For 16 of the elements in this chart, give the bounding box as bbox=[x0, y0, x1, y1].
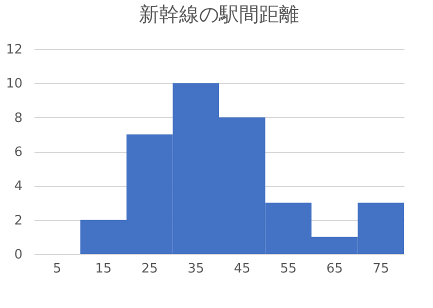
x-tick-label: 45 bbox=[234, 262, 250, 276]
x-tick-label: 75 bbox=[372, 262, 390, 276]
chart-title: 新幹線の駅間距離 bbox=[139, 2, 299, 26]
y-tick-label: 10 bbox=[6, 76, 22, 92]
x-tick-label: 25 bbox=[141, 262, 158, 276]
y-tick-label: 4 bbox=[14, 179, 22, 194]
x-tick-label: 35 bbox=[188, 262, 204, 276]
x-tick-label: 15 bbox=[95, 262, 112, 276]
x-tick-label: 55 bbox=[280, 262, 297, 276]
x-tick-label: 65 bbox=[326, 262, 343, 276]
y-tick-label: 6 bbox=[14, 145, 22, 160]
x-tick-label: 5 bbox=[52, 262, 62, 276]
y-tick-label: 0 bbox=[14, 248, 22, 262]
y-tick-label: 2 bbox=[14, 213, 22, 228]
y-tick-label: 12 bbox=[6, 42, 22, 58]
y-tick-label: 8 bbox=[14, 110, 22, 126]
